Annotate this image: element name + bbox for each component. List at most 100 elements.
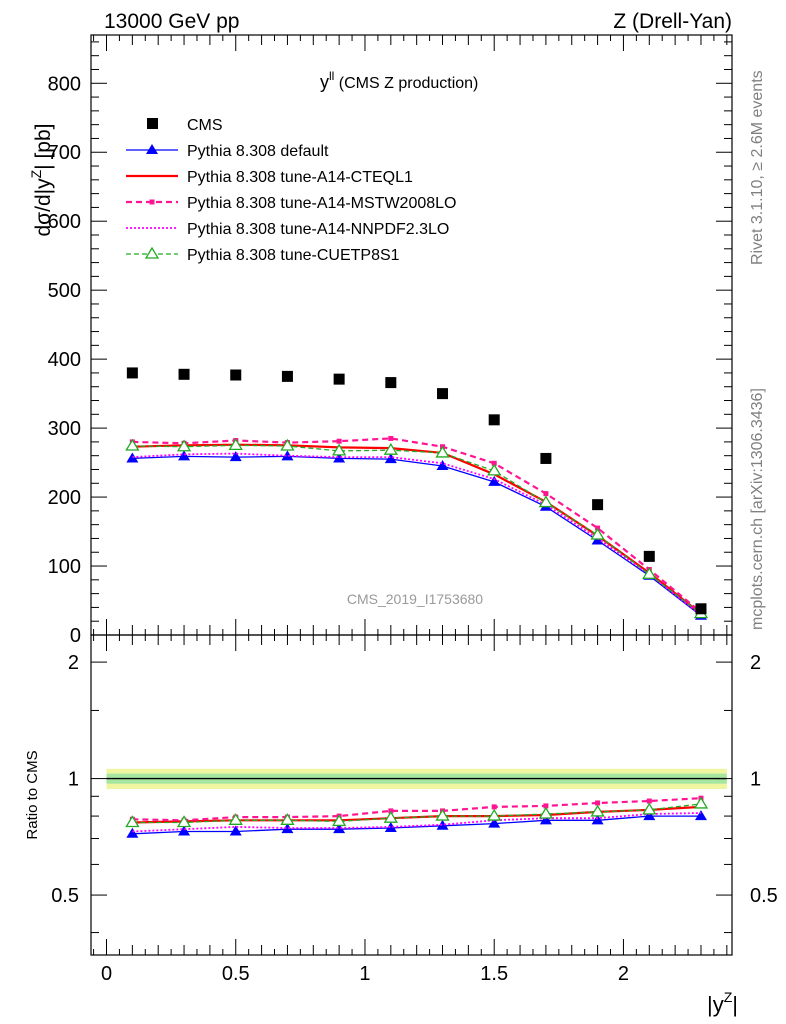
cms-data-point — [437, 388, 449, 400]
cms-data-point — [488, 414, 500, 426]
series-point-default — [436, 460, 449, 471]
ratio-point-cuetp8s1 — [435, 808, 450, 821]
series-point-default — [384, 453, 397, 464]
x-axis-label-rest: | — [732, 992, 738, 1017]
ratio-point-mstw — [595, 800, 601, 806]
cms-data-point — [178, 368, 190, 380]
ratio-y-axis-label: Ratio to CMS — [24, 750, 41, 839]
ratio-point-default — [178, 825, 191, 836]
main-panel: 0 100 200 300 400 500 600 700 800 — [48, 34, 733, 647]
ratio-point-cuetp8s1 — [331, 814, 347, 827]
legend-marker-cms — [147, 118, 158, 129]
rivet-label: Rivet 3.1.10, ≥ 2.6M events — [749, 70, 766, 265]
plot-title-rest: (CMS Z production) — [334, 75, 478, 92]
legend-item-cteql1: Pythia 8.308 tune-A14-CTEQL1 — [126, 169, 413, 186]
series-line-cteql1 — [132, 443, 702, 615]
y-axis-label-sup: Z — [28, 169, 44, 178]
x-tick-label: 0.5 — [222, 963, 250, 985]
legend-label-cms: CMS — [187, 117, 223, 134]
x-tick-label: 1.5 — [480, 963, 508, 985]
plot-title-main: y — [320, 72, 329, 92]
series-point-default — [488, 475, 501, 486]
ratio-frame — [90, 634, 733, 956]
ratio-line-cteql1 — [132, 805, 702, 824]
series-point-cuetp8s1 — [642, 567, 657, 579]
y-axis-label: dσ/d|yZ| [pb] — [28, 124, 55, 237]
ratio-panel: 0 0.5 1 1.5 2 0.5 1 2 0.5 1 2 — [51, 634, 778, 985]
series-point-cuetp8s1 — [487, 463, 502, 476]
plot-title: yll (CMS Z production) — [320, 69, 478, 92]
ratio-point-cuetp8s1 — [693, 796, 709, 809]
ratio-line-default — [132, 815, 701, 835]
legend-series: Pythia 8.308 default Pythia 8.308 tune-A1… — [126, 143, 456, 264]
y-tick-label: 200 — [48, 487, 81, 509]
header-left: 13000 GeV pp — [104, 10, 239, 33]
cms-data-point — [540, 452, 552, 464]
series-point-default — [229, 451, 242, 462]
y-tick-label: 400 — [48, 349, 81, 371]
series-point-mstw — [336, 438, 342, 444]
ratio-y-tick-label: 2 — [68, 652, 79, 674]
ratio-point-cuetp8s1 — [642, 802, 657, 815]
ratio-y-tick-label-right: 2 — [750, 652, 761, 674]
legend-item-nnpdf: Pythia 8.308 tune-A14-NNPDF2.3LO — [126, 221, 449, 238]
legend-item-mstw: Pythia 8.308 tune-A14-MSTW2008LO — [126, 195, 456, 212]
series-line-nnpdf — [132, 452, 702, 616]
ratio-point-default — [229, 825, 242, 836]
y-tick-label: 700 — [48, 142, 81, 164]
legend-item-default: Pythia 8.308 default — [126, 143, 329, 160]
ratio-point-mstw — [491, 804, 497, 810]
ratio-point-default — [539, 814, 552, 825]
y-tick-label: 100 — [48, 556, 81, 578]
ratio-point-default — [591, 814, 604, 825]
series-point-default — [178, 450, 191, 461]
ratio-point-mstw — [543, 803, 549, 809]
series-point-mstw — [388, 435, 394, 441]
cms-data-point — [230, 369, 242, 381]
x-axis-label-main: |y — [707, 992, 724, 1017]
ratio-y-tick-label-right: 0.5 — [750, 885, 778, 907]
series-line-cuetp8s1 — [132, 444, 702, 615]
x-tick-label: 0 — [101, 963, 112, 985]
x-tick-label: 1 — [359, 963, 370, 985]
ratio-y-tick-label-right: 1 — [750, 769, 761, 791]
ratio-point-default — [488, 817, 501, 828]
main-ticks: 0 100 200 300 400 500 600 700 800 — [48, 35, 732, 647]
y-axis-label-main: dσ/d|y — [32, 178, 55, 237]
y-tick-label: 800 — [48, 73, 81, 95]
y-tick-label: 0 — [70, 625, 81, 647]
cms-data-point — [333, 373, 345, 385]
header-right: Z (Drell-Yan) — [613, 10, 732, 33]
legend-label-cuetp8s1: Pythia 8.308 tune-CUETP8S1 — [187, 247, 400, 264]
y-tick-label: 300 — [48, 418, 81, 440]
y-tick-label: 600 — [48, 211, 81, 233]
main-plot-content — [125, 367, 709, 620]
legend-label-cteql1: Pythia 8.308 tune-A14-CTEQL1 — [187, 169, 413, 186]
series-point-cuetp8s1 — [331, 443, 347, 456]
cms-data-point — [385, 377, 397, 389]
ratio-point-default — [126, 827, 139, 838]
legend-label-nnpdf: Pythia 8.308 tune-A14-NNPDF2.3LO — [187, 221, 449, 238]
ratio-point-cuetp8s1 — [176, 815, 192, 828]
y-tick-label: 500 — [48, 280, 81, 302]
cms-data-point — [126, 367, 138, 379]
ratio-point-default — [436, 819, 449, 830]
series-point-mstw — [543, 491, 549, 497]
series-point-cuetp8s1 — [125, 438, 140, 451]
x-axis-label: |yZ| — [707, 989, 738, 1017]
ratio-ticks: 0 0.5 1 1.5 2 0.5 1 2 0.5 1 2 — [51, 635, 778, 985]
legend-marker-mstw — [149, 199, 155, 205]
series-point-default — [281, 450, 294, 461]
cms-data-point — [281, 370, 293, 382]
ratio-point-default — [384, 822, 397, 833]
ratio-point-mstw — [646, 798, 652, 804]
series-point-cuetp8s1 — [538, 495, 554, 508]
ratio-point-cuetp8s1 — [280, 813, 295, 825]
series-point-cuetp8s1 — [590, 527, 605, 540]
ratio-y-tick-label: 1 — [68, 769, 79, 791]
series-point-cuetp8s1 — [383, 442, 398, 455]
legend-item-cms: CMS — [147, 117, 223, 134]
cms-data-point — [643, 550, 655, 562]
ratio-line-cuetp8s1 — [132, 803, 702, 824]
ratio-line-nnpdf — [132, 812, 702, 833]
